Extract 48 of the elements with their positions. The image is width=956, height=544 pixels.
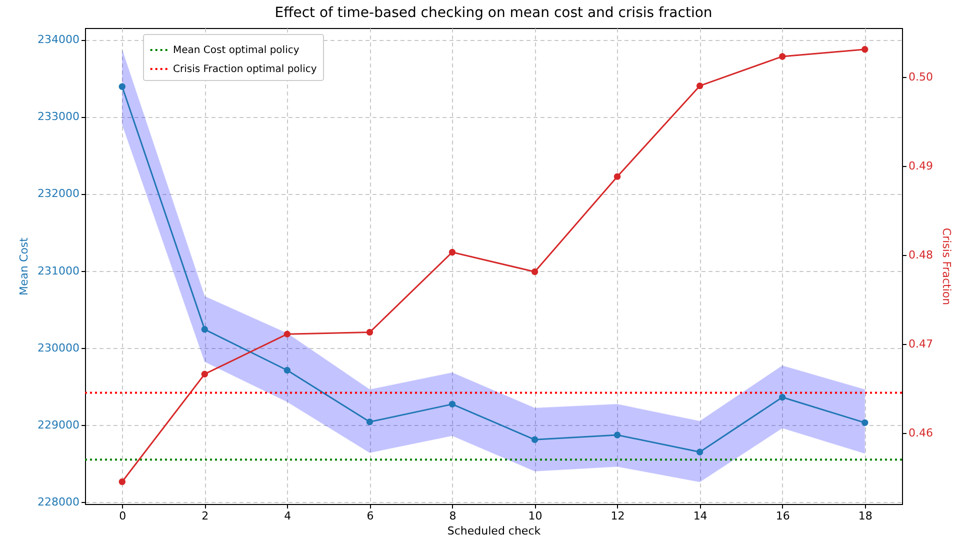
y2-axis-title: Crisis Fraction: [940, 228, 953, 306]
x-tick-label: 14: [693, 510, 708, 522]
y-tick-label: 228000: [38, 496, 80, 509]
point: [614, 432, 621, 438]
x-tick-label: 6: [366, 510, 374, 522]
y-tick-label: 232000: [38, 187, 80, 200]
point: [366, 328, 374, 336]
y2-tick-label: 0.47: [908, 337, 933, 350]
chart-title: Effect of time-based checking on mean cost and crisis fraction: [274, 5, 712, 21]
x-tick-label: 10: [528, 510, 542, 522]
point: [448, 248, 456, 256]
point: [118, 478, 126, 486]
y2-tick-label: 0.46: [908, 426, 933, 440]
point: [366, 418, 374, 426]
point: [201, 326, 208, 333]
point: [778, 53, 786, 60]
x-tick-label: 16: [776, 510, 790, 522]
x-tick-label: 12: [610, 510, 625, 522]
x-tick-label: 18: [858, 510, 872, 522]
point: [448, 400, 456, 408]
x-tick-label: 8: [449, 510, 456, 522]
point: [284, 330, 291, 338]
y-tick-label: 229000: [38, 418, 80, 432]
point: [614, 173, 621, 180]
point: [696, 448, 704, 456]
y-tick-label: 231000: [38, 264, 80, 278]
point: [201, 370, 208, 378]
point: [118, 83, 126, 90]
point: [862, 419, 868, 426]
point: [284, 366, 291, 374]
y-axis-title: Mean Cost: [18, 236, 31, 296]
y2-tick-label: 0.49: [908, 159, 933, 172]
y-tick-label: 234000: [38, 33, 80, 46]
point: [531, 268, 538, 276]
x-tick-label: 0: [119, 510, 126, 522]
x-tick-label: 2: [202, 510, 209, 522]
point: [531, 436, 538, 443]
point: [778, 394, 786, 401]
y-tick-label: 230000: [38, 341, 80, 354]
point: [862, 46, 868, 53]
point: [696, 82, 704, 90]
legend-label: Mean Cost optimal policy: [173, 45, 300, 56]
legend-label: Crisis Fraction optimal policy: [173, 64, 317, 75]
y2-tick-label: 0.50: [908, 70, 933, 84]
x-axis-title: Scheduled check: [447, 524, 542, 538]
y-tick-label: 233000: [38, 110, 80, 124]
y2-tick-label: 0.48: [908, 248, 933, 262]
x-tick-label: 4: [284, 510, 292, 522]
